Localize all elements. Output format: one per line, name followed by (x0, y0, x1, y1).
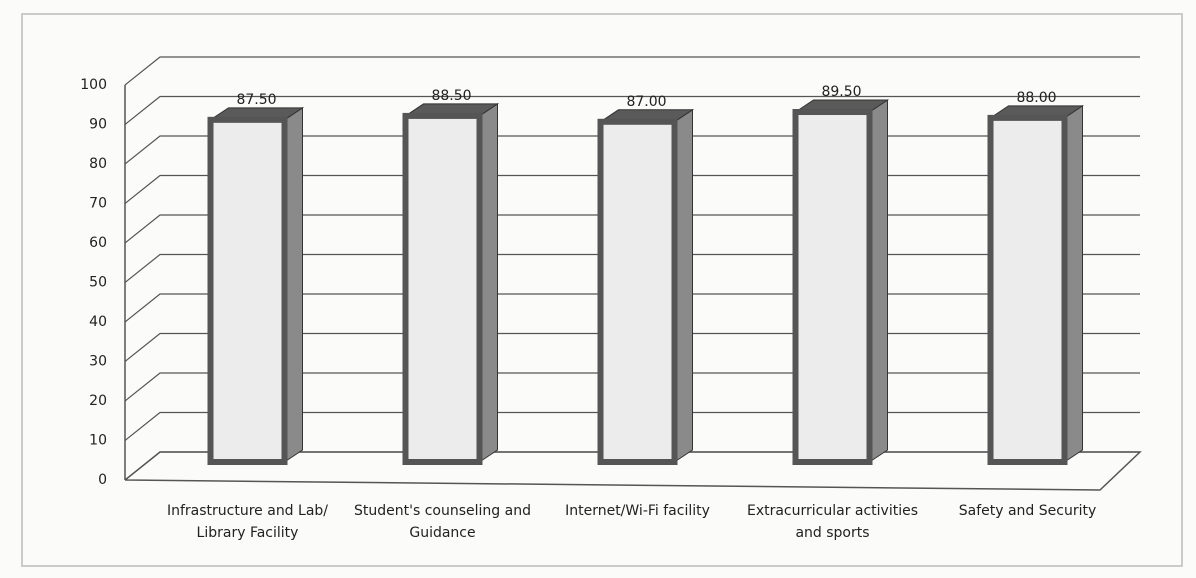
y-tick-label: 0 (98, 472, 107, 488)
bar (597, 118, 678, 465)
y-tick-label: 30 (89, 354, 107, 370)
x-tick-label: Student's counseling and Guidance (354, 503, 531, 541)
value-label: 88.00 (1016, 90, 1056, 106)
value-label: 88.50 (431, 88, 471, 104)
x-tick-label: Extracurricular activities and sports (746, 503, 919, 541)
x-tick-label: Safety and Security (958, 503, 1097, 519)
x-tick-label: Infrastructure and Lab/ Library Facility (166, 503, 329, 541)
y-tick-label: 90 (89, 117, 107, 133)
grid-line (124, 56, 1140, 86)
bar (207, 116, 288, 466)
y-tick-label: 20 (89, 393, 107, 409)
y-tick-label: 100 (80, 77, 107, 93)
value-label: 87.00 (626, 94, 666, 110)
y-tick-label: 80 (89, 156, 107, 172)
value-label: 89.50 (821, 84, 861, 100)
y-tick-label: 60 (89, 235, 107, 251)
bar (792, 109, 873, 465)
y-tick-label: 40 (89, 314, 107, 330)
value-label: 87.50 (236, 92, 276, 108)
y-tick-label: 70 (89, 196, 107, 212)
grid-line (124, 95, 1140, 125)
y-tick-label: 10 (89, 433, 107, 449)
bar (402, 112, 483, 466)
y-tick-label: 50 (89, 275, 107, 291)
bar (987, 114, 1068, 465)
x-tick-label: Internet/Wi-Fi facility (565, 503, 710, 519)
chart-frame (21, 13, 1183, 567)
